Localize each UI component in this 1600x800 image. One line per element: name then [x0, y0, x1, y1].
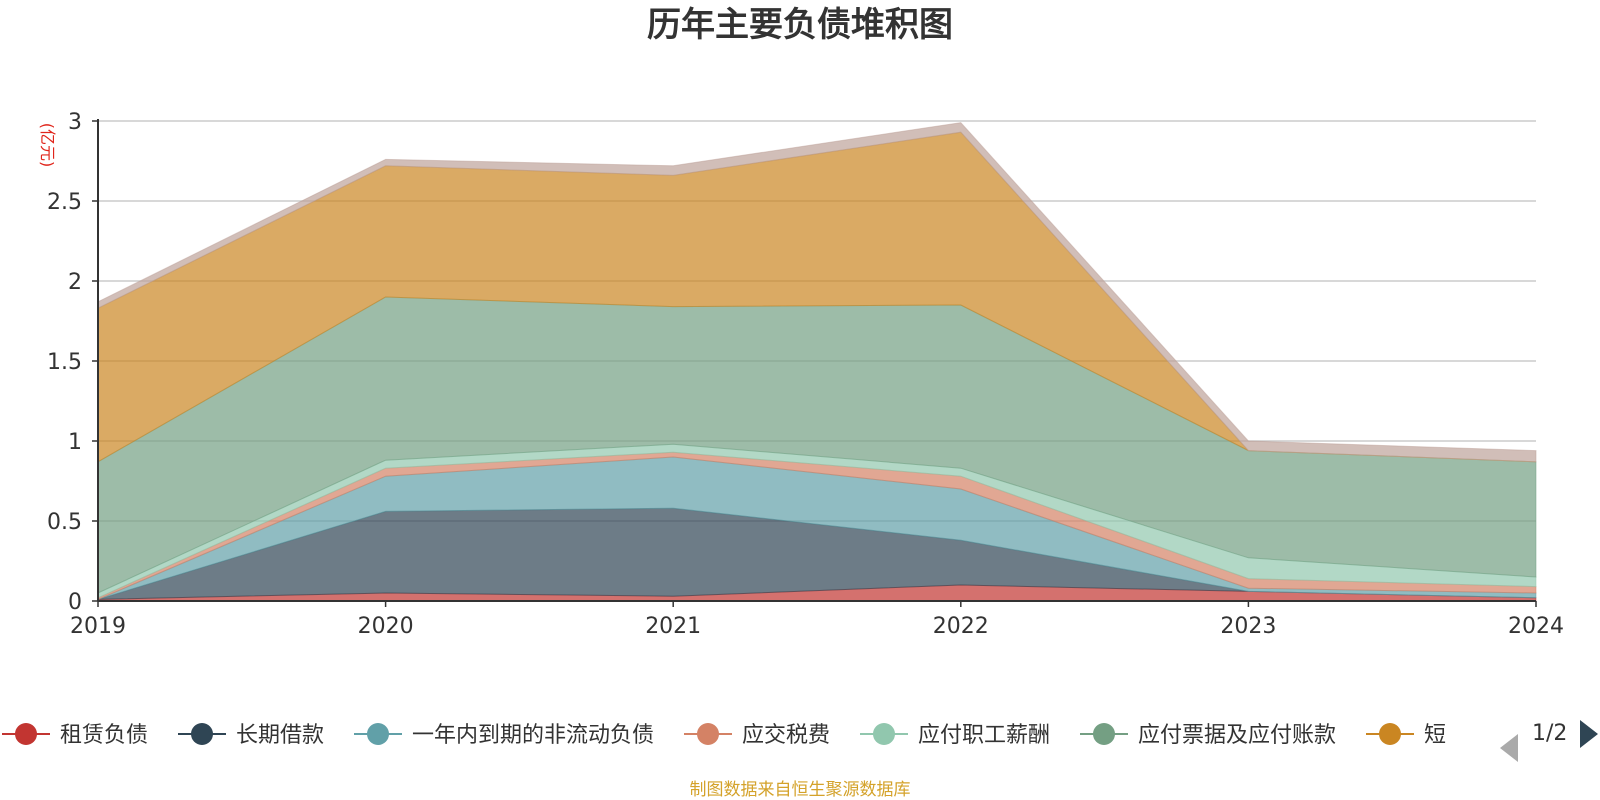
y-tick-label: 0.5	[47, 510, 82, 535]
y-tick-label: 2.5	[47, 190, 82, 215]
legend-item[interactable]: 一年内到期的非流动负债	[354, 723, 654, 748]
legend-label: 租赁负债	[60, 723, 148, 748]
legend-item[interactable]: 长期借款	[178, 723, 324, 748]
chart-title: 历年主要负债堆积图	[647, 5, 953, 45]
legend-marker-icon	[1379, 723, 1401, 745]
data-source-note: 制图数据来自恒生聚源数据库	[690, 780, 911, 800]
legend-marker-icon	[191, 723, 213, 745]
x-tick-label: 2022	[933, 614, 989, 639]
y-tick-label: 3	[68, 110, 82, 135]
y-tick-label: 2	[68, 270, 82, 295]
x-tick-label: 2021	[645, 614, 701, 639]
y-axis-unit: (亿元)	[38, 123, 57, 168]
legend-item[interactable]: 应付职工薪酬	[860, 723, 1050, 748]
legend-label: 应付职工薪酬	[918, 723, 1050, 748]
area-layers	[97, 122, 1537, 602]
legend-label: 应付票据及应付账款	[1138, 723, 1336, 748]
legend-label: 长期借款	[236, 723, 324, 748]
legend-next-page-icon[interactable]	[1580, 720, 1598, 748]
legend-marker-icon	[15, 723, 37, 745]
legend: 租赁负债 长期借款 一年内到期的非流动负债 应交税费 应付职工薪酬 应付票据及应付账款 短	[2, 723, 1446, 748]
legend-marker-icon	[697, 723, 719, 745]
legend-item[interactable]: 应交税费	[684, 723, 830, 748]
legend-item[interactable]: 租赁负债	[2, 723, 148, 748]
y-tick-label: 1	[68, 430, 82, 455]
legend-marker-icon	[367, 723, 389, 745]
legend-marker-icon	[873, 723, 895, 745]
axes: 0 0.5 1 1.5 2 2.5 3 2019 2020 2021 2022 2023 2024	[47, 110, 1564, 639]
legend-label: 一年内到期的非流动负债	[412, 723, 654, 748]
legend-item[interactable]: 应付票据及应付账款	[1080, 723, 1336, 748]
y-tick-label: 1.5	[47, 350, 82, 375]
legend-label: 短	[1424, 723, 1446, 748]
legend-page-indicator: 1/2	[1532, 721, 1567, 746]
x-tick-label: 2020	[358, 614, 414, 639]
x-tick-label: 2024	[1508, 614, 1564, 639]
x-tick-label: 2023	[1220, 614, 1276, 639]
y-tick-label: 0	[68, 590, 82, 615]
legend-item[interactable]: 短	[1366, 723, 1446, 748]
area-series	[97, 122, 1537, 463]
legend-prev-page-icon[interactable]	[1500, 734, 1518, 762]
x-tick-label: 2019	[70, 614, 126, 639]
legend-pager: 1/2	[1500, 720, 1598, 762]
legend-marker-icon	[1093, 723, 1115, 745]
legend-label: 应交税费	[742, 723, 830, 748]
